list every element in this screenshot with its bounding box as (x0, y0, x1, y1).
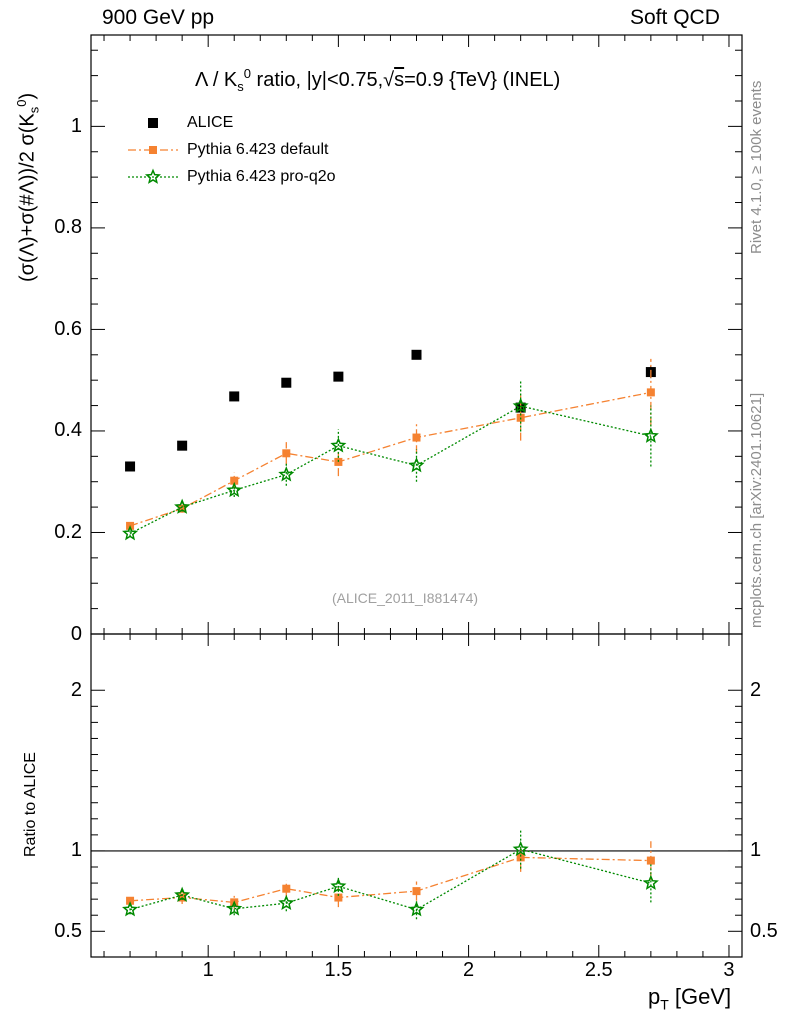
mcplots-label: mcplots.cern.ch [arXiv:2401.10621] (748, 392, 765, 628)
ratio-point-pythia-6-423-default (126, 896, 135, 905)
main-y-tick-label: 0.2 (54, 520, 82, 543)
ratio-y-tick-label: 0.5 (54, 919, 82, 942)
main-point-pythia-6-423-pro-q2o (408, 457, 425, 473)
ratio-point-pythia-6-423-pro-q2o (226, 900, 243, 916)
ratio-y-tick-label: 2 (70, 678, 82, 701)
legend-marker-pythia-6-423-default (149, 146, 157, 154)
collision-label: 900 GeV pp (102, 6, 215, 29)
main-point-pythia-6-423-pro-q2o (226, 481, 243, 498)
ratio-point-pythia-6-423-pro-q2o (122, 901, 139, 917)
main-y-axis-label: (σ(Λ)+σ(#Λ))/2 σ(Ks0) (14, 92, 42, 282)
main-y-tick-label: 1 (70, 114, 82, 137)
main-point-alice (281, 377, 292, 388)
main-point-pythia-6-423-pro-q2o (122, 525, 139, 541)
ratio-line-pythia-6-423-pro-q2o (129, 848, 652, 911)
main-y-tick-label: 0 (70, 622, 82, 645)
main-point-pythia-6-423-pro-q2o (174, 498, 191, 514)
rivet-version-label: Rivet 4.1.0, ≥ 100k events (748, 80, 765, 254)
ratio-point-pythia-6-423-pro-q2o (330, 877, 347, 894)
ratio-point-pythia-6-423-pro-q2o (408, 901, 425, 917)
main-line-pythia-6-423-pro-q2o (129, 405, 652, 535)
main-point-pythia-6-423-pro-q2o (642, 427, 659, 443)
ratio-point-pythia-6-423-default (412, 887, 421, 896)
ratio-y-tick-label-right: 2 (750, 678, 762, 701)
main-point-alice (177, 440, 188, 451)
x-tick-label: 3 (723, 958, 735, 981)
main-point-pythia-6-423-default (178, 504, 187, 513)
ratio-point-pythia-6-423-default (516, 853, 525, 862)
main-point-pythia-6-423-pro-q2o (512, 397, 529, 413)
ratio-point-pythia-6-423-pro-q2o (512, 840, 529, 857)
main-point-pythia-6-423-default (412, 433, 421, 442)
analysis-id-label: (ALICE_2011_I881474) (332, 590, 479, 606)
ratio-y-tick-label-right: 1 (750, 839, 762, 862)
ratio-point-pythia-6-423-pro-q2o (642, 874, 659, 890)
process-label: Soft QCD (630, 6, 720, 29)
ratio-point-pythia-6-423-default (334, 893, 343, 902)
ratio-plot-frame (90, 633, 743, 958)
ratio-point-pythia-6-423-pro-q2o (278, 894, 295, 911)
main-point-alice (229, 391, 240, 402)
x-axis-label: pT [GeV] (648, 984, 732, 1013)
main-point-alice (125, 461, 136, 472)
ratio-y-tick-label-right: 0.5 (750, 919, 778, 942)
main-point-pythia-6-423-pro-q2o (278, 466, 295, 482)
main-y-tick-label: 0.6 (54, 317, 82, 340)
main-point-alice (333, 371, 344, 382)
legend-label-pythia-6-423-pro-q2o: Pythia 6.423 pro-q2o (187, 168, 336, 185)
x-tick-label: 1.5 (324, 958, 353, 981)
legend-label-alice: ALICE (187, 114, 234, 131)
main-y-tick-label: 0.4 (54, 419, 82, 442)
ratio-line-pythia-6-423-default (130, 856, 651, 904)
main-point-pythia-6-423-default (646, 388, 655, 397)
legend-label-pythia-6-423-default: Pythia 6.423 default (187, 141, 329, 158)
x-tick-label: 2 (463, 958, 475, 981)
ratio-y-axis-label: Ratio to ALICE (22, 752, 39, 857)
ratio-point-pythia-6-423-pro-q2o (174, 886, 191, 902)
main-point-pythia-6-423-default (230, 476, 239, 485)
main-line-pythia-6-423-default (129, 391, 652, 527)
ratio-point-pythia-6-423-default (646, 856, 655, 865)
x-tick-label: 1 (202, 958, 214, 981)
ratio-point-pythia-6-423-default (282, 884, 291, 893)
x-tick-label: 2.5 (584, 958, 613, 981)
legend-marker-alice (148, 118, 158, 128)
main-point-pythia-6-423-default (282, 449, 291, 458)
main-point-alice (411, 349, 422, 360)
main-y-tick-label: 0.8 (54, 216, 82, 239)
legend-marker-pythia-6-423-pro-q2o (144, 168, 162, 184)
main-point-pythia-6-423-pro-q2o (330, 437, 347, 453)
plot-title: Λ / Ks0 ratio, |y|<0.75,√s=0.9 {TeV} (IN… (195, 66, 561, 94)
ratio-y-tick-label: 1 (70, 839, 82, 862)
